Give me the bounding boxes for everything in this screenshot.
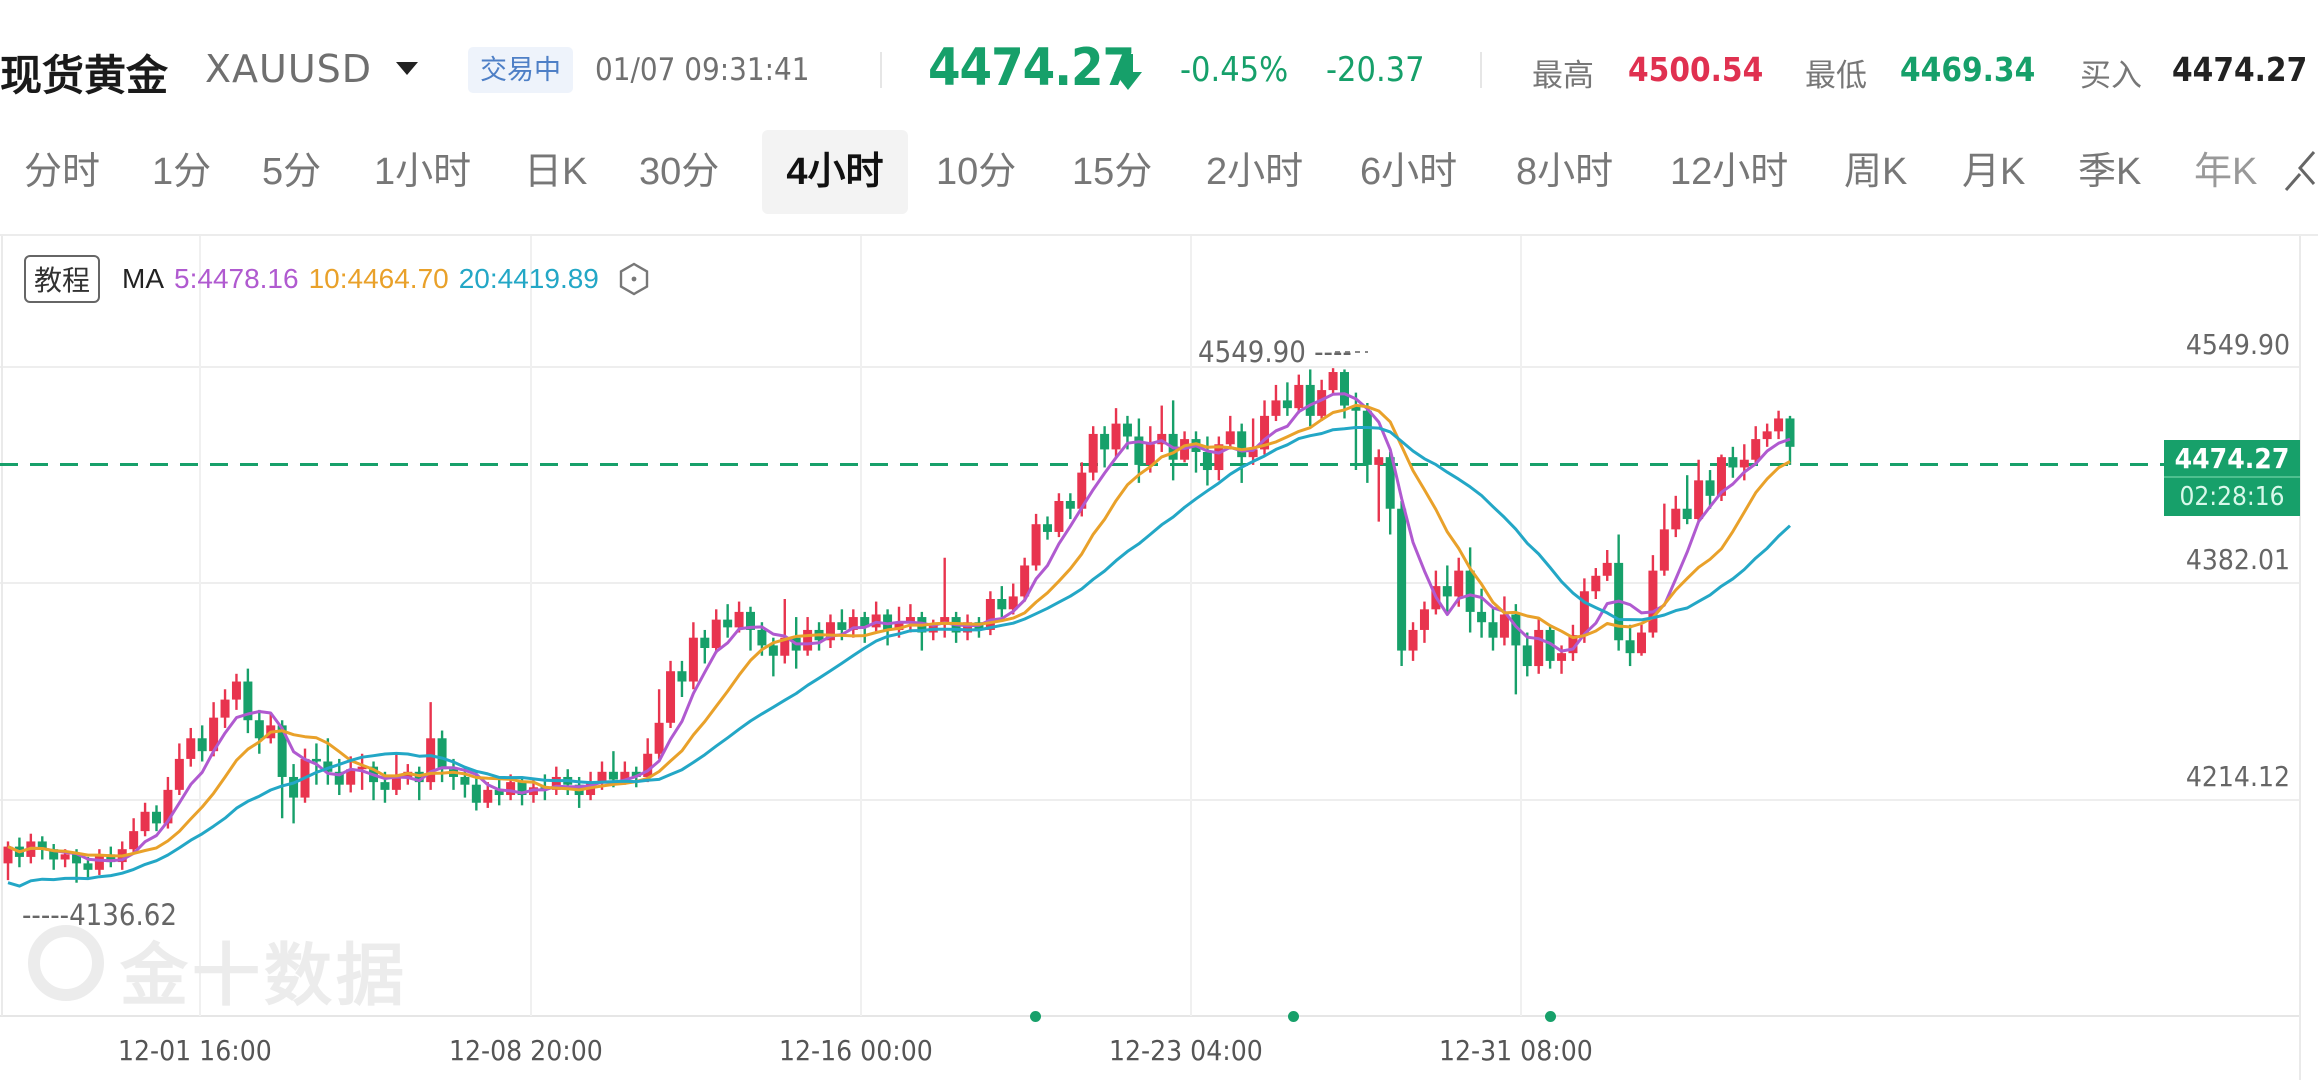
- quote-datetime: 01/07 09:31:41: [595, 52, 810, 88]
- low-label: 最低: [1805, 58, 1867, 93]
- tab-8hour[interactable]: 8小时: [1516, 151, 1614, 193]
- timeframe-tabs: 分时 1分 5分 1小时 日K 30分 4小时 10分 15分 2小时 6小时 …: [0, 128, 2318, 228]
- tab-30min[interactable]: 30分: [639, 151, 720, 193]
- x-axis-label: 12-31 08:00: [1439, 1034, 1593, 1067]
- high-value: 4500.54: [1628, 50, 1764, 89]
- ma-label: MA: [122, 263, 165, 294]
- current-price-value: 4474.27: [2164, 440, 2300, 478]
- ma5-value: 5:4478.16: [174, 263, 299, 294]
- tab-4hour[interactable]: 4小时: [762, 130, 908, 214]
- period-low-marker: -----4136.62: [22, 898, 177, 932]
- expand-more-icon[interactable]: [2282, 146, 2318, 196]
- tab-yearly[interactable]: 年K: [2194, 151, 2258, 193]
- low-value: 4469.34: [1900, 50, 2036, 89]
- candle-countdown: 02:28:16: [2179, 482, 2285, 512]
- ma20-value: 20:4419.89: [458, 263, 599, 294]
- arrow-down-icon: [1114, 54, 1142, 90]
- trading-status-badge: 交易中: [468, 47, 573, 93]
- event-marker-dot[interactable]: [1545, 1011, 1556, 1022]
- divider: [880, 52, 882, 88]
- period-high-marker: 4549.90 ----: [1198, 335, 1352, 369]
- bid-value: 4474.27: [2172, 50, 2308, 89]
- divider: [0, 234, 2318, 236]
- tab-5min[interactable]: 5分: [262, 151, 322, 193]
- y-axis-label: 4382.01: [2185, 543, 2290, 576]
- divider: [1480, 52, 1482, 88]
- watermark: 金十数据: [120, 938, 409, 1014]
- tab-daily[interactable]: 日K: [524, 151, 588, 193]
- x-axis-label: 12-16 00:00: [779, 1034, 933, 1067]
- ma10-value: 10:4464.70: [308, 263, 449, 294]
- tab-quarterly[interactable]: 季K: [2078, 151, 2142, 193]
- event-marker-dot[interactable]: [1030, 1011, 1041, 1022]
- symbol-dropdown-caret-icon[interactable]: [396, 62, 418, 75]
- tab-2hour[interactable]: 2小时: [1206, 151, 1304, 193]
- instrument-name: 现货黄金: [0, 51, 169, 100]
- tab-1min[interactable]: 1分: [152, 151, 212, 193]
- last-price: 4474.27: [928, 38, 1135, 98]
- x-axis-label: 12-08 20:00: [449, 1034, 603, 1067]
- tab-fenshi[interactable]: 分时: [24, 151, 101, 193]
- instrument-symbol[interactable]: XAUUSD: [205, 47, 373, 91]
- chart-legend: 教程 MA 5:4478.16 10:4464.70 20:4419.89: [24, 255, 649, 303]
- tab-15min[interactable]: 15分: [1072, 151, 1153, 193]
- tab-1hour[interactable]: 1小时: [374, 151, 472, 193]
- tab-12hour[interactable]: 12小时: [1670, 151, 1789, 193]
- high-label: 最高: [1532, 58, 1594, 93]
- x-axis-label: 12-01 16:00: [118, 1034, 272, 1067]
- event-marker-dot[interactable]: [1288, 1011, 1299, 1022]
- x-axis-label: 12-23 04:00: [1109, 1034, 1263, 1067]
- y-axis-label: 4214.12: [2185, 760, 2290, 793]
- change-absolute: -20.37: [1326, 50, 1425, 90]
- tab-weekly[interactable]: 周K: [1844, 151, 1908, 193]
- bid-label: 买入: [2080, 58, 2142, 93]
- tab-6hour[interactable]: 6小时: [1360, 151, 1458, 193]
- tab-10min[interactable]: 10分: [936, 151, 1017, 193]
- current-price-tag: 4474.27 02:28:16: [2164, 440, 2300, 516]
- quote-header: 现货黄金 XAUUSD 交易中 01/07 09:31:41 4474.27 -…: [0, 0, 2318, 130]
- change-percent: -0.45%: [1180, 50, 1289, 90]
- tab-monthly[interactable]: 月K: [1962, 151, 2026, 193]
- indicator-settings-icon[interactable]: [619, 262, 649, 296]
- watermark-logo-icon: [28, 925, 104, 1001]
- y-axis-label: 4549.90: [2185, 328, 2290, 361]
- tutorial-button[interactable]: 教程: [24, 255, 101, 303]
